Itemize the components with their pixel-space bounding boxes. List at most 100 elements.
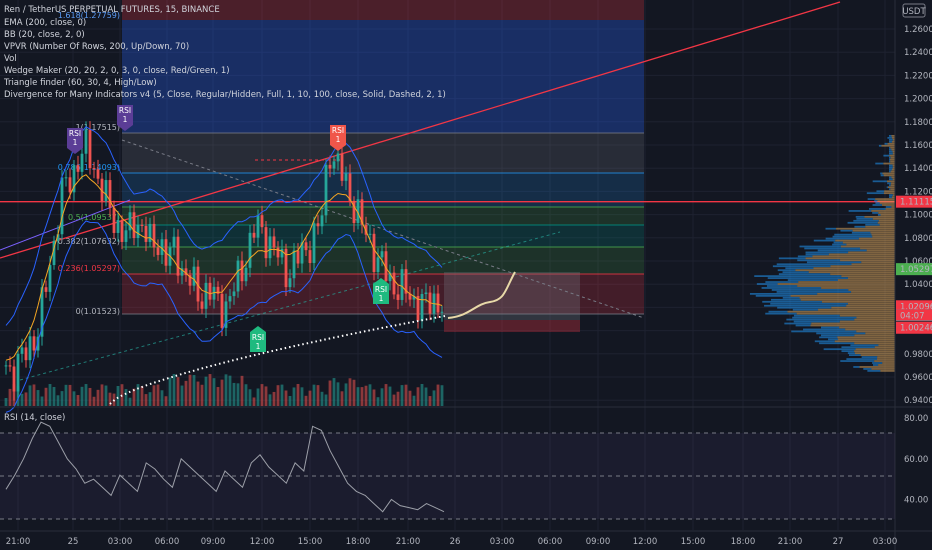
vpvr-row-up [791, 330, 857, 333]
vpvr-row-down [830, 265, 895, 268]
vpvr-row-down [877, 358, 895, 360]
rsi-tag-sub: 1 [123, 115, 128, 124]
volume-bar [60, 391, 64, 406]
vpvr-row-up [754, 275, 842, 278]
vpvr-row-up [889, 188, 891, 191]
volume-bar [160, 390, 164, 406]
rsi-tag-label: RSI [119, 106, 131, 115]
volume-bar [16, 386, 20, 406]
vpvr-row-down [795, 269, 895, 272]
currency-badge[interactable] [902, 3, 926, 18]
candle-body [216, 286, 220, 294]
volume-bar [20, 393, 24, 406]
time-tick-label: 21:00 [6, 537, 31, 547]
candle-body [140, 224, 144, 226]
volume-bar [332, 378, 336, 406]
vpvr-row-up [872, 362, 883, 364]
vpvr-row-down [790, 294, 895, 297]
vpvr-row-down [861, 261, 895, 264]
candle-body [304, 242, 308, 251]
vpvr-row-up [804, 247, 861, 250]
fib-zone [122, 207, 644, 225]
candle-body [120, 219, 124, 242]
volume-bar [372, 389, 376, 406]
vpvr-row-up [805, 251, 849, 254]
vpvr-row-down [871, 368, 895, 370]
candle-body [72, 165, 76, 193]
price-tick-label: 1.24000 [904, 48, 932, 58]
candle-body [192, 266, 196, 286]
candle-body [276, 247, 280, 258]
vpvr-row-down [839, 314, 895, 317]
vpvr-row-down [840, 245, 895, 248]
volume-bar [340, 391, 344, 406]
time-tick-label: 15:00 [681, 537, 706, 547]
vpvr-row-down [821, 287, 895, 289]
candle-body [284, 248, 288, 288]
vpvr-row-up [877, 214, 881, 216]
vpvr-row-down [892, 164, 895, 167]
candle-body [104, 180, 108, 202]
time-tick-label: 12:00 [250, 537, 275, 547]
vpvr-row-down [799, 296, 895, 299]
volume-bar [136, 384, 140, 406]
candle-body [92, 168, 96, 170]
chart-title: Ren / TetherUS PERPETUAL FUTURES, 15, BI… [4, 5, 220, 15]
price-tick-label: 1.26000 [904, 25, 932, 35]
vpvr-row-up [847, 221, 878, 224]
candle-body [160, 239, 164, 255]
candle-body [396, 294, 400, 300]
vpvr-row-up [792, 308, 819, 311]
time-tick-label: 06:00 [538, 537, 563, 547]
rsi-tag-sub: 1 [336, 135, 341, 144]
rsi-divergence-tag [117, 105, 133, 131]
vpvr-row-up [777, 269, 796, 272]
vpvr-row-up [889, 140, 893, 143]
vpvr-row-down [837, 336, 895, 339]
vpvr-row-down [891, 196, 895, 199]
vpvr-row-up [853, 366, 860, 368]
vpvr-row-up [833, 241, 843, 244]
candle-body [176, 236, 180, 276]
volume-bar [64, 384, 68, 406]
vpvr-row-down [865, 225, 895, 228]
volume-bar [336, 382, 340, 406]
candle-body [296, 250, 300, 264]
vpvr-row-down [866, 249, 895, 252]
vpvr-row-down [856, 316, 895, 319]
vpvr-row-up [795, 324, 811, 327]
candle-body [144, 225, 148, 242]
vpvr-row-up [854, 225, 866, 228]
candle-body [272, 236, 276, 248]
vpvr-row-down [892, 166, 895, 169]
vpvr-row-up [834, 233, 872, 236]
volume-bar [252, 397, 256, 406]
vpvr-row-up [880, 174, 884, 177]
candle-body [308, 250, 312, 264]
vpvr-row-up [856, 217, 873, 220]
candle-body [16, 353, 20, 392]
vpvr-row-down [891, 168, 895, 171]
vpvr-row-up [820, 326, 840, 329]
candle-body [172, 236, 176, 248]
vpvr-row-up [806, 261, 862, 264]
vpvr-row-up [762, 300, 822, 303]
time-tick-label: 21:00 [778, 537, 803, 547]
volume-bar [72, 391, 76, 406]
candle-body [236, 260, 240, 292]
vpvr-row-down [892, 138, 895, 141]
time-tick-label: 03:00 [490, 537, 515, 547]
volume-bar [224, 374, 228, 406]
vpvr-row-up [778, 273, 831, 276]
rsi-tag-sub: 1 [73, 138, 78, 147]
vpvr-row-up [805, 253, 829, 256]
horizontal-level-tag-label: 1.11115 [900, 198, 932, 208]
vpvr-row-up [820, 334, 855, 337]
vpvr-row-down [890, 184, 895, 187]
candle-body [44, 287, 48, 292]
vpvr-row-up [889, 168, 892, 171]
candle-body [96, 169, 100, 179]
vpvr-row-up [889, 152, 893, 155]
vpvr-row-up [787, 279, 838, 281]
